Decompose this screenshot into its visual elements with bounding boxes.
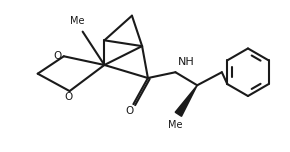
- Text: Me: Me: [70, 16, 85, 26]
- Text: Me: Me: [168, 119, 183, 130]
- Text: O: O: [125, 105, 133, 116]
- Polygon shape: [175, 85, 197, 116]
- Text: NH: NH: [178, 57, 195, 67]
- Text: O: O: [53, 51, 61, 61]
- Text: O: O: [64, 92, 72, 102]
